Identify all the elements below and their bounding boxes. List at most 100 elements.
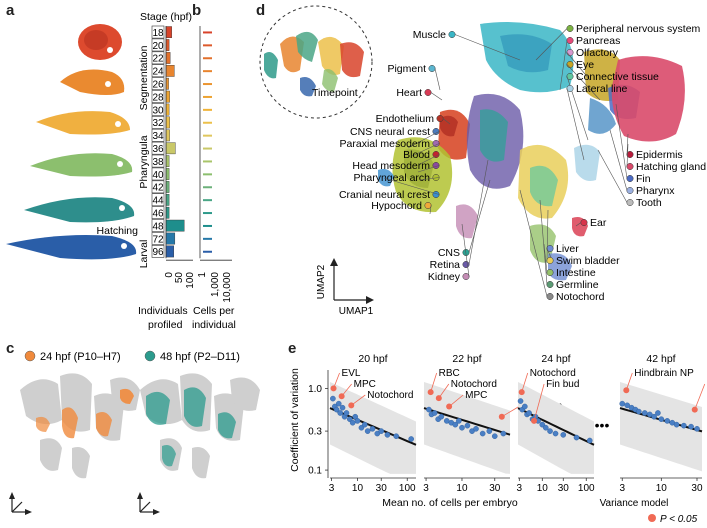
cluster-dot <box>546 293 554 300</box>
indiv-tick-2: 100 <box>185 272 196 289</box>
cells-tick-2: 10,000 <box>222 272 233 303</box>
e-ylabel: Coefficient of variation <box>289 368 301 472</box>
cv-point <box>500 430 507 437</box>
subplot-title: 22 hpf <box>452 353 481 365</box>
cv-point <box>343 410 350 416</box>
individuals-bar <box>165 193 170 206</box>
stage-label: 46 <box>152 209 164 220</box>
phase-larval: Larval <box>138 240 150 269</box>
cluster-label: Peripheral nervous system <box>576 23 701 35</box>
cv-point <box>619 400 626 407</box>
panel-label-b: b <box>192 2 202 19</box>
cluster-label: CNS neural crest <box>350 126 430 138</box>
cluster-dot <box>546 245 554 252</box>
cv-point <box>526 410 532 416</box>
panel-c-legend: 24 hpf (P10–H7) 48 hpf (P2–D11) <box>24 350 240 363</box>
cv-point <box>464 422 471 429</box>
cv-point <box>651 413 657 420</box>
stage-label: 20 <box>152 41 164 52</box>
cv-point <box>688 423 694 430</box>
e-xlabel: Mean no. of cells per embryo <box>382 497 518 509</box>
stage-box <box>151 77 165 90</box>
cv-point <box>681 422 687 429</box>
cells-tick-1: 1,000 <box>210 272 221 297</box>
cells-tick-0: 1 <box>197 272 208 278</box>
stage-label: 42 <box>152 183 164 194</box>
stage-label: 34 <box>152 131 164 142</box>
cluster-label: Pharynx <box>636 185 675 197</box>
significant-label: MPC <box>465 390 487 401</box>
cv-point <box>673 421 680 428</box>
cv-point <box>547 428 553 434</box>
cluster-label: Blood <box>403 149 430 161</box>
stage-label: 38 <box>152 157 164 168</box>
cluster-label: Olfactory <box>576 47 619 59</box>
cv-point <box>522 403 528 410</box>
cv-point <box>542 424 549 431</box>
x-tick-label: 10 <box>352 483 364 494</box>
phase-hatching: Hatching <box>97 225 139 237</box>
stage-label: 44 <box>152 196 164 207</box>
embryo-icon-48hpf <box>24 197 135 223</box>
individuals-bar <box>165 64 175 77</box>
cluster-label: Pigment <box>387 63 426 75</box>
cv-point <box>456 418 462 424</box>
legend-24hpf: 24 hpf (P10–H7) <box>40 351 121 363</box>
stage-box <box>151 128 165 142</box>
stage-label: 22 <box>152 54 164 65</box>
stage-label: 18 <box>152 28 164 39</box>
panel-label-d: d <box>256 2 266 19</box>
stage-box <box>151 219 165 232</box>
individuals-bar <box>165 103 170 116</box>
cluster-label: Eye <box>576 59 594 71</box>
x-tick-label: 3 <box>517 483 523 494</box>
cluster-dot <box>566 37 574 44</box>
stage-box <box>151 141 165 155</box>
stage-box <box>151 245 165 258</box>
significant-label: Notochord <box>451 379 497 390</box>
cluster-label: Germline <box>556 279 599 291</box>
cluster-dot <box>424 89 432 96</box>
cv-point <box>539 421 546 428</box>
individuals-label-2: profiled <box>148 319 183 331</box>
stage-box <box>151 25 165 39</box>
individuals-bar <box>165 232 176 245</box>
cv-point <box>333 406 340 413</box>
cluster-label: Swim bladder <box>556 255 620 267</box>
cv-point <box>658 416 665 422</box>
cells-label-1: Cells per <box>193 305 235 317</box>
cluster-dot <box>432 128 440 135</box>
panel-label-c: c <box>6 340 15 357</box>
umap1-label: UMAP1 <box>339 306 374 317</box>
x-tick-label: 30 <box>691 483 703 494</box>
cluster-dot <box>566 85 574 92</box>
stage-box <box>151 103 165 116</box>
x-tick-label: 3 <box>423 483 429 494</box>
individuals-bar-chart <box>165 26 193 261</box>
cv-point <box>335 400 342 407</box>
cv-point <box>459 424 465 431</box>
cv-point <box>378 428 385 434</box>
variance-model-curve <box>423 407 511 436</box>
individuals-bar <box>165 168 170 180</box>
cluster-label: Cranial neural crest <box>339 189 430 201</box>
stage-box <box>151 51 165 65</box>
stage-label: 72 <box>152 234 164 245</box>
embryo-icon-18hpf <box>78 24 122 60</box>
cv-point <box>491 433 498 439</box>
x-tick-label: 3 <box>329 483 335 494</box>
y-tick-label: 0.1 <box>308 466 322 477</box>
cluster-dot <box>566 49 574 56</box>
panel-label-e: e <box>288 340 297 357</box>
embryo-icon-30hpf <box>36 111 130 135</box>
cluster-label: CNS <box>438 247 460 259</box>
cluster-dot <box>428 65 436 72</box>
cells-per-individual-chart <box>199 26 232 261</box>
cv-point <box>431 410 438 416</box>
cluster-dot <box>424 202 432 209</box>
embryo-illustrations <box>6 24 137 260</box>
panel-c-axis-arrows <box>9 492 160 515</box>
stage-label: 36 <box>152 144 164 155</box>
cluster-dot <box>626 175 634 182</box>
cv-point <box>426 406 432 413</box>
